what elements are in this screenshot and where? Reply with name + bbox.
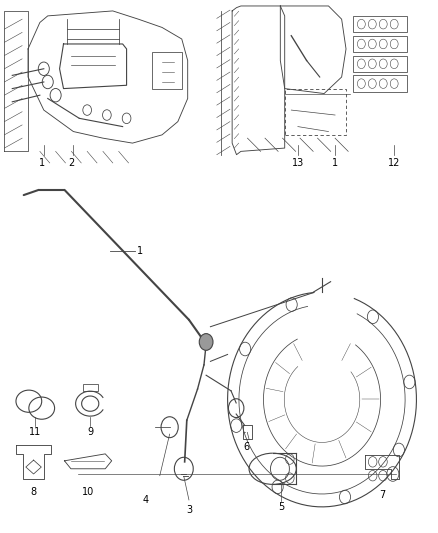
Text: 3: 3 xyxy=(187,505,193,515)
Text: 5: 5 xyxy=(278,503,284,512)
Text: 4: 4 xyxy=(142,495,148,505)
Bar xyxy=(353,55,407,72)
Bar xyxy=(353,36,407,52)
Text: 8: 8 xyxy=(31,487,37,497)
Bar xyxy=(285,88,346,135)
Text: 7: 7 xyxy=(379,489,385,499)
Bar xyxy=(152,52,182,88)
Bar xyxy=(353,16,407,33)
Text: 11: 11 xyxy=(29,427,42,437)
Text: 9: 9 xyxy=(87,427,93,437)
Text: 1: 1 xyxy=(39,158,45,168)
Text: 1: 1 xyxy=(332,158,338,168)
Circle shape xyxy=(199,334,213,350)
Text: 10: 10 xyxy=(82,487,94,497)
Text: 12: 12 xyxy=(388,158,400,168)
Bar xyxy=(353,75,407,92)
Text: 1: 1 xyxy=(138,246,144,255)
Text: 6: 6 xyxy=(244,442,250,452)
Text: 13: 13 xyxy=(292,158,304,168)
Bar xyxy=(82,384,98,391)
Text: 2: 2 xyxy=(68,158,74,168)
